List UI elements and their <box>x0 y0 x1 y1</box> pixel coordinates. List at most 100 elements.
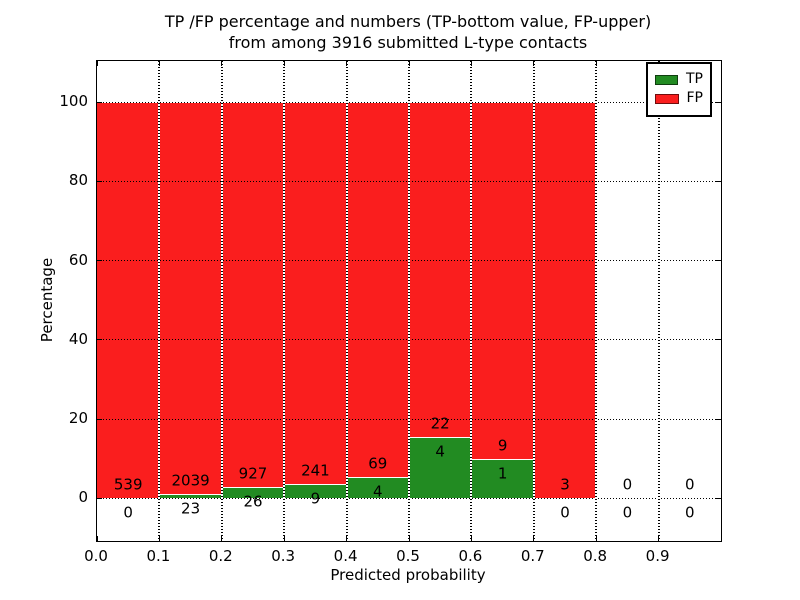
fp-count-label: 0 <box>622 475 633 494</box>
x-tick-mark <box>595 536 597 541</box>
y-tick-mark-right <box>716 101 721 103</box>
x-tick-mark-top <box>158 61 160 66</box>
legend-label-tp: TP <box>686 71 703 87</box>
fp-count-label: 0 <box>685 475 695 494</box>
x-tick-mark <box>158 536 160 541</box>
y-tick-label: 80 <box>68 171 88 190</box>
legend-swatch-fp <box>655 93 679 104</box>
x-tick-mark <box>96 536 98 541</box>
x-tick-mark-top <box>96 61 98 66</box>
bar-segment-fp <box>471 102 534 459</box>
bar-segment-fp <box>284 102 347 484</box>
legend-label-fp: FP <box>686 90 704 106</box>
bar-segment-fp <box>221 102 285 488</box>
y-tick-mark-right <box>716 339 721 341</box>
x-tick-label: 0.5 <box>396 547 420 565</box>
y-tick-mark-right <box>716 418 721 420</box>
y-tick-mark-right <box>716 260 721 262</box>
x-tick-mark <box>221 536 223 541</box>
ticks-layer <box>96 61 721 541</box>
y-tick-mark <box>97 418 102 420</box>
fp-count-label: 9 <box>497 436 508 455</box>
x-tick-mark-top <box>221 61 223 66</box>
y-tick-label: 100 <box>59 92 88 111</box>
y-tick-mark <box>97 180 102 182</box>
tp-count-label: 26 <box>243 492 263 511</box>
gridline-vertical <box>532 61 535 541</box>
bar-segment-tp <box>471 458 534 499</box>
tp-count-label: 1 <box>497 464 508 483</box>
y-tick-label: 20 <box>68 409 88 428</box>
bar-segment-tp <box>159 493 222 499</box>
y-tick-mark <box>97 101 102 103</box>
bar-segment-fp <box>533 102 597 499</box>
y-tick-label: 0 <box>78 488 88 507</box>
x-tick-label: 0.1 <box>146 547 171 565</box>
fp-count-label: 241 <box>301 461 330 480</box>
chart-title-line2: from among 3916 submitted L-type contact… <box>228 33 588 52</box>
tp-count-label: 23 <box>181 499 201 518</box>
tp-count-label: 0 <box>560 503 570 522</box>
x-tick-label: 0.6 <box>458 547 483 565</box>
gridline-vertical <box>220 61 223 541</box>
x-tick-label: 0.4 <box>333 547 358 565</box>
gridline-vertical <box>408 61 410 541</box>
tp-count-label: 0 <box>622 503 633 522</box>
legend-item-fp: FP <box>655 90 703 107</box>
x-tick-label: 0.0 <box>84 547 108 565</box>
tp-count-label: 0 <box>123 503 133 522</box>
fp-count-label: 927 <box>238 464 268 483</box>
x-tick-label: 0.2 <box>208 547 233 565</box>
tp-count-label: 4 <box>435 442 445 461</box>
y-tick-mark-right <box>716 497 721 499</box>
x-tick-mark <box>408 536 410 541</box>
y-tick-label: 60 <box>68 250 88 269</box>
x-tick-mark <box>346 536 348 541</box>
bar-segment-fp <box>97 102 160 499</box>
x-tick-mark-top <box>595 61 597 66</box>
x-tick-mark <box>283 536 285 541</box>
legend-swatch-tp <box>655 74 678 85</box>
y-tick-mark <box>97 339 102 341</box>
fp-count-label: 3 <box>560 475 570 494</box>
chart-title-line1: TP /FP percentage and numbers (TP-bottom… <box>164 12 652 31</box>
x-tick-mark <box>658 536 660 541</box>
y-tick-mark <box>97 497 102 499</box>
chart-title: TP /FP percentage and numbers (TP-bottom… <box>96 11 720 53</box>
y-tick-label: 40 <box>68 329 88 348</box>
x-tick-mark-top <box>470 61 472 66</box>
y-tick-mark <box>97 260 102 262</box>
gridline-vertical <box>470 61 473 541</box>
gridline-vertical <box>283 61 286 541</box>
x-tick-mark <box>533 536 535 541</box>
bar-segment-tp <box>221 487 285 499</box>
legend: TP FP <box>646 62 712 117</box>
annotations-layer: 539 0 2039 23 927 26 241 9 69 4 22 4 9 1 3 0 0 0 0 0 <box>97 61 721 541</box>
gridline-vertical <box>657 61 660 541</box>
x-tick-mark-top <box>283 61 285 66</box>
x-tick-mark-top <box>533 61 535 66</box>
fp-count-label: 69 <box>368 454 388 473</box>
x-axis-label: Predicted probability <box>330 566 486 584</box>
bar-segment-tp <box>409 437 472 499</box>
x-tick-mark <box>470 536 472 541</box>
bar-segment-tp <box>346 476 409 499</box>
gridline-vertical <box>345 61 348 541</box>
bar-segment-fp <box>346 102 409 477</box>
gridline-vertical <box>158 61 161 541</box>
x-tick-mark-top <box>346 61 348 66</box>
fp-count-label: 539 <box>113 475 143 494</box>
y-tick-mark-right <box>716 180 721 182</box>
bars-layer <box>97 61 721 541</box>
x-tick-label: 0.9 <box>645 547 670 565</box>
y-axis-label: Percentage <box>38 257 56 343</box>
tp-count-label: 4 <box>373 482 383 501</box>
x-tick-label: 0.8 <box>583 547 608 565</box>
x-tick-label: 0.3 <box>271 547 296 565</box>
tp-count-label: 9 <box>310 489 321 508</box>
bar-segment-fp <box>409 102 472 438</box>
plot-area: 539 0 2039 23 927 26 241 9 69 4 22 4 9 1 3 0 0 0 0 0 <box>96 60 722 542</box>
fp-count-label: 22 <box>430 414 450 433</box>
x-tick-mark-top <box>408 61 410 66</box>
